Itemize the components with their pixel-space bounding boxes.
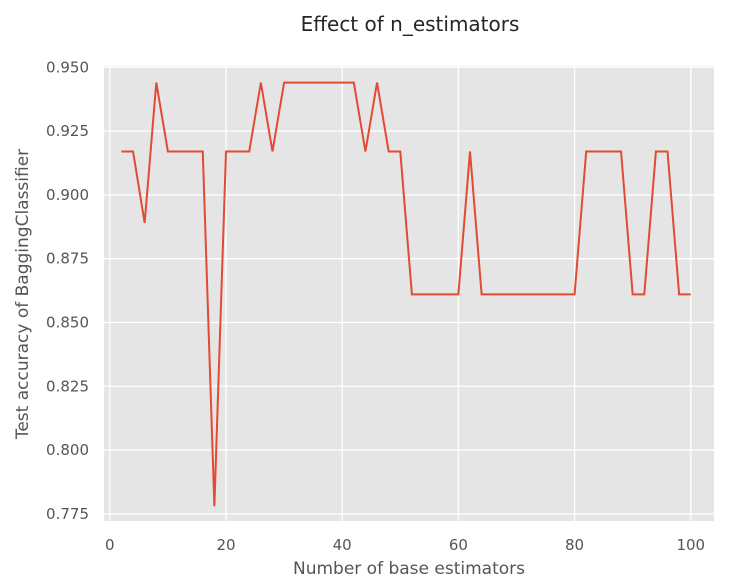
y-tick-label: 0.775 bbox=[46, 505, 89, 523]
x-tick-label: 60 bbox=[449, 536, 468, 554]
plot-area bbox=[104, 66, 714, 521]
x-tick-label: 0 bbox=[105, 536, 115, 554]
series-line bbox=[121, 81, 691, 507]
y-tick-label: 0.825 bbox=[46, 377, 89, 395]
x-tick-label: 80 bbox=[565, 536, 584, 554]
y-tick-label: 0.900 bbox=[46, 186, 89, 204]
y-tick-label: 0.925 bbox=[46, 122, 89, 140]
y-tick-label: 0.875 bbox=[46, 250, 89, 268]
y-axis-label: Test accuracy of BaggingClassifier bbox=[13, 149, 33, 440]
y-tick-label: 0.950 bbox=[46, 58, 89, 76]
x-tick-label: 100 bbox=[676, 536, 705, 554]
x-tick-label: 20 bbox=[216, 536, 235, 554]
x-axis-label: Number of base estimators bbox=[293, 559, 525, 579]
y-tick-label: 0.850 bbox=[46, 313, 89, 331]
x-axis-ticks: 0 20 40 60 80 100 bbox=[105, 536, 705, 554]
series-layer bbox=[121, 81, 691, 507]
y-axis-ticks: 0.775 0.800 0.825 0.850 0.875 0.900 0.925 0.950 bbox=[46, 58, 89, 523]
y-tick-label: 0.800 bbox=[46, 441, 89, 459]
chart-title: Effect of n_estimators bbox=[301, 12, 520, 36]
x-tick-label: 40 bbox=[333, 536, 352, 554]
